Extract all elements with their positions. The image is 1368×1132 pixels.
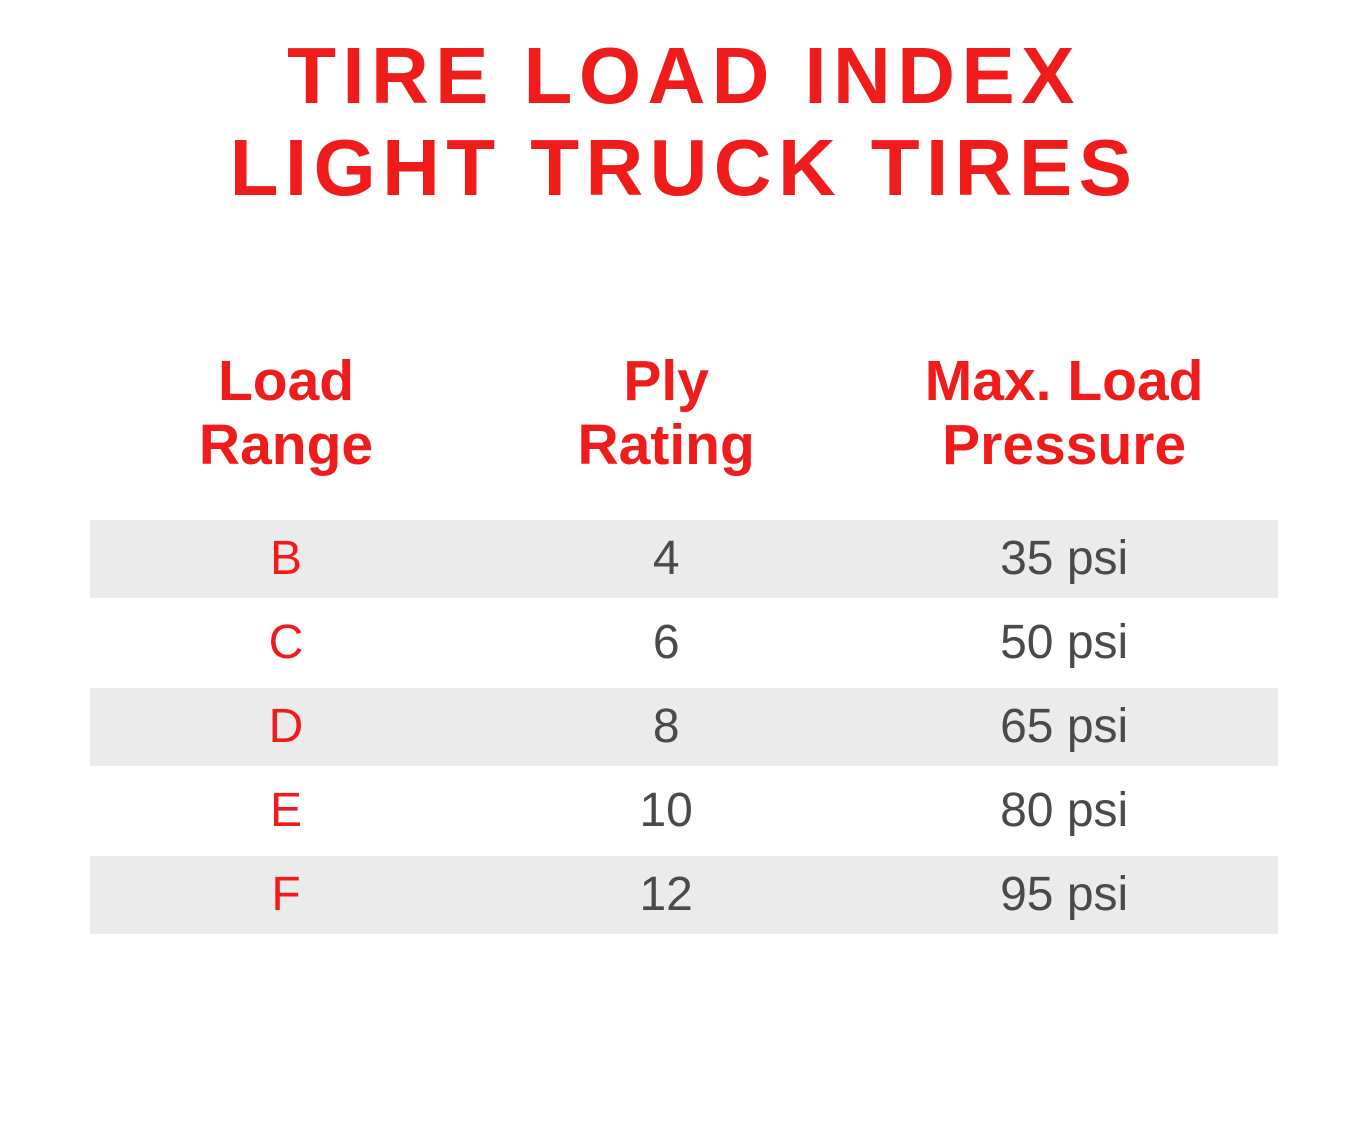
cell-ply-rating: 6 bbox=[482, 604, 850, 682]
cell-ply-rating: 12 bbox=[482, 856, 850, 934]
load-index-table-container: Load Range Ply Rating Max. Load Pressure… bbox=[90, 334, 1278, 940]
cell-ply-rating: 8 bbox=[482, 688, 850, 766]
cell-load-range: E bbox=[90, 772, 482, 850]
cell-ply-rating: 4 bbox=[482, 520, 850, 598]
cell-load-range: F bbox=[90, 856, 482, 934]
page-title: TIRE LOAD INDEX LIGHT TRUCK TIRES bbox=[90, 30, 1278, 214]
cell-load-range: D bbox=[90, 688, 482, 766]
load-index-table: Load Range Ply Rating Max. Load Pressure… bbox=[90, 334, 1278, 940]
table-row: B 4 35 psi bbox=[90, 520, 1278, 598]
table-row: D 8 65 psi bbox=[90, 688, 1278, 766]
cell-load-range: C bbox=[90, 604, 482, 682]
header-max-pressure: Max. Load Pressure bbox=[850, 340, 1278, 514]
cell-max-pressure: 80 psi bbox=[850, 772, 1278, 850]
table-row: E 10 80 psi bbox=[90, 772, 1278, 850]
cell-max-pressure: 50 psi bbox=[850, 604, 1278, 682]
header-ply-rating: Ply Rating bbox=[482, 340, 850, 514]
header-load-range-line2: Range bbox=[199, 413, 373, 477]
header-ply-rating-line2: Rating bbox=[578, 413, 755, 477]
cell-max-pressure: 65 psi bbox=[850, 688, 1278, 766]
cell-load-range: B bbox=[90, 520, 482, 598]
header-ply-rating-line1: Ply bbox=[623, 349, 709, 413]
header-load-range-line1: Load bbox=[218, 349, 354, 413]
header-load-range: Load Range bbox=[90, 340, 482, 514]
table-row: C 6 50 psi bbox=[90, 604, 1278, 682]
header-max-pressure-line2: Pressure bbox=[942, 413, 1186, 477]
cell-max-pressure: 95 psi bbox=[850, 856, 1278, 934]
title-line-1: TIRE LOAD INDEX bbox=[287, 31, 1081, 120]
cell-ply-rating: 10 bbox=[482, 772, 850, 850]
table-row: F 12 95 psi bbox=[90, 856, 1278, 934]
header-max-pressure-line1: Max. Load bbox=[925, 349, 1204, 413]
title-line-2: LIGHT TRUCK TIRES bbox=[230, 123, 1139, 212]
table-header-row: Load Range Ply Rating Max. Load Pressure bbox=[90, 340, 1278, 514]
cell-max-pressure: 35 psi bbox=[850, 520, 1278, 598]
table-body: B 4 35 psi C 6 50 psi D 8 65 psi E 10 80… bbox=[90, 520, 1278, 934]
